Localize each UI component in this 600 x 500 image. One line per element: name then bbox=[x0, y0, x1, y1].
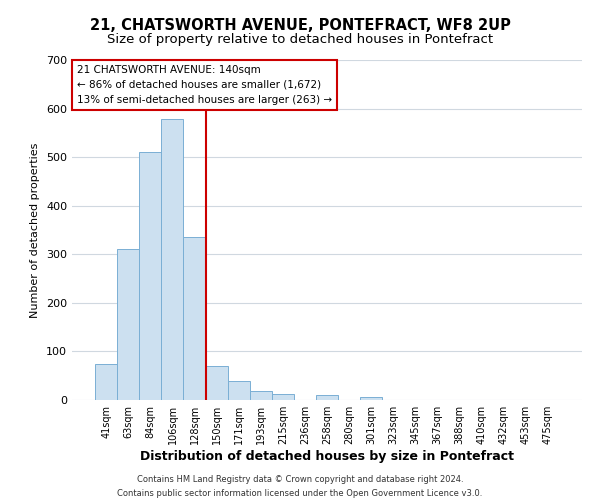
X-axis label: Distribution of detached houses by size in Pontefract: Distribution of detached houses by size … bbox=[140, 450, 514, 463]
Bar bbox=[184, 238, 206, 400]
Bar bbox=[117, 250, 139, 400]
Bar bbox=[206, 366, 227, 400]
Bar bbox=[139, 152, 161, 400]
Bar bbox=[161, 120, 184, 400]
Bar bbox=[250, 392, 272, 400]
Bar bbox=[272, 394, 294, 400]
Bar bbox=[316, 395, 338, 400]
Bar bbox=[227, 380, 250, 400]
Text: 21, CHATSWORTH AVENUE, PONTEFRACT, WF8 2UP: 21, CHATSWORTH AVENUE, PONTEFRACT, WF8 2… bbox=[89, 18, 511, 32]
Bar bbox=[360, 397, 382, 400]
Text: Size of property relative to detached houses in Pontefract: Size of property relative to detached ho… bbox=[107, 32, 493, 46]
Text: Contains HM Land Registry data © Crown copyright and database right 2024.
Contai: Contains HM Land Registry data © Crown c… bbox=[118, 476, 482, 498]
Text: 21 CHATSWORTH AVENUE: 140sqm
← 86% of detached houses are smaller (1,672)
13% of: 21 CHATSWORTH AVENUE: 140sqm ← 86% of de… bbox=[77, 65, 332, 104]
Bar bbox=[95, 364, 117, 400]
Y-axis label: Number of detached properties: Number of detached properties bbox=[31, 142, 40, 318]
